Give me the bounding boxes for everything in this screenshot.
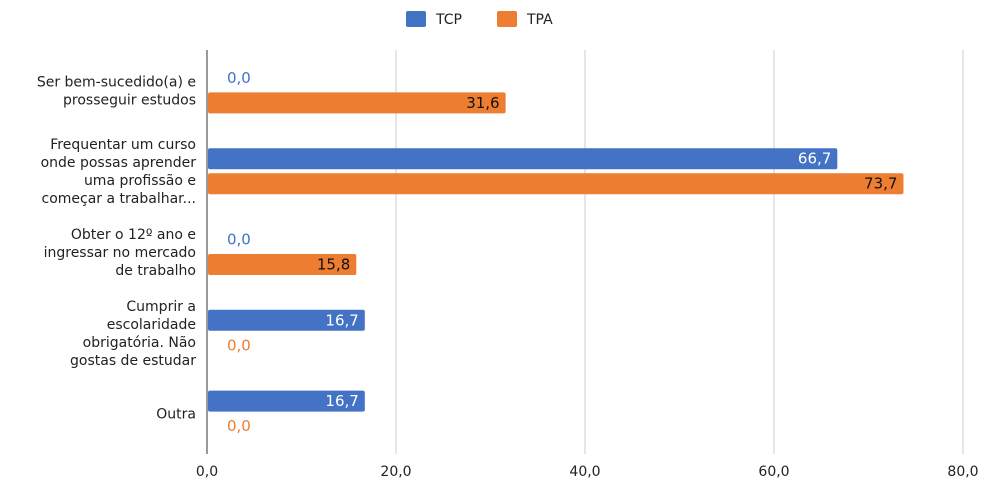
x-tick-label: 0,0 — [196, 464, 218, 480]
x-axis-ticks: 0,0 20,0 40,0 60,0 80,0 — [196, 464, 979, 480]
category-label: Outra — [156, 407, 196, 423]
data-label-tpa: 0,0 — [227, 417, 251, 435]
data-label-tcp: 0,0 — [227, 69, 251, 87]
data-labels: 0,0 31,6 66,7 73,7 0,0 15,8 16,7 0,0 16,7 0,0 — [227, 69, 897, 435]
legend: TCP TPA — [406, 11, 553, 28]
legend-swatch-tcp — [406, 11, 426, 27]
gridlines — [206, 50, 964, 454]
bar-tcp — [208, 309, 365, 331]
bar-tcp — [208, 148, 838, 170]
bars — [208, 92, 904, 412]
data-label-tcp: 16,7 — [325, 392, 358, 410]
category-labels: Ser bem-sucedido(a) e prosseguir estudos F… — [37, 74, 196, 422]
bar-tcp — [208, 390, 365, 412]
data-label-tpa: 0,0 — [227, 336, 251, 354]
category-label: Cumprir a escolaridade obrigatória. Não gos… — [70, 299, 196, 369]
x-tick-label: 80,0 — [947, 464, 978, 480]
data-label-tcp: 16,7 — [325, 311, 358, 329]
bar-tpa — [208, 173, 904, 195]
legend-label-tpa: TPA — [526, 12, 553, 28]
category-label: Ser bem-sucedido(a) e prosseguir estudos — [37, 74, 196, 108]
bar-tpa — [208, 254, 357, 275]
x-tick-label: 20,0 — [380, 464, 411, 480]
category-label: Frequentar um curso onde possas aprender u… — [41, 137, 197, 207]
bar-tpa — [208, 92, 506, 114]
data-label-tpa: 15,8 — [317, 256, 350, 274]
data-label-tpa: 31,6 — [466, 94, 499, 112]
data-label-tcp: 66,7 — [798, 150, 831, 168]
data-label-tpa: 73,7 — [864, 175, 897, 193]
x-tick-label: 40,0 — [569, 464, 600, 480]
legend-label-tcp: TCP — [435, 12, 462, 28]
data-label-tcp: 0,0 — [227, 231, 251, 249]
category-label: Obter o 12º ano e ingressar no mercado de … — [44, 227, 196, 279]
x-tick-label: 60,0 — [758, 464, 789, 480]
legend-swatch-tpa — [497, 11, 517, 27]
